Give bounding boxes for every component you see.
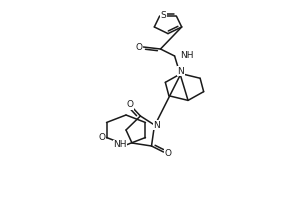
Text: O: O [135, 43, 142, 51]
Text: S: S [160, 11, 166, 20]
Text: O: O [98, 133, 105, 142]
Text: NH: NH [113, 140, 127, 149]
Text: O: O [165, 148, 172, 158]
Text: NH: NH [180, 51, 194, 60]
Text: O: O [126, 100, 133, 109]
Text: N: N [154, 120, 160, 130]
Text: N: N [178, 67, 184, 76]
